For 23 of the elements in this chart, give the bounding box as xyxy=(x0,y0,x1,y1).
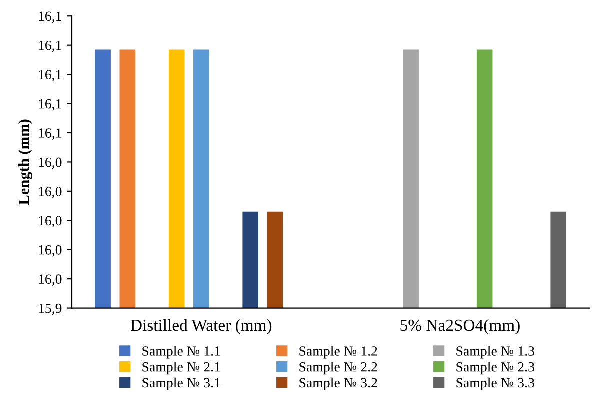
legend-label: Sample № 2.3 xyxy=(456,362,534,375)
y-tick-label: 16,1 xyxy=(39,99,62,111)
legend-label: Sample № 3.3 xyxy=(456,378,534,390)
legend-label: Sample № 2.1 xyxy=(142,362,220,375)
y-tick-label: 16,0 xyxy=(39,245,62,257)
y-tick-label: 16,1 xyxy=(39,128,62,140)
y-tick-label: 16,0 xyxy=(39,216,62,228)
y-tick-label: 16,0 xyxy=(39,187,62,198)
x-tick-label: 5% Na2SO4(mm) xyxy=(400,319,520,335)
y-tick-label: 16,0 xyxy=(39,158,62,170)
y-tick-label: 16,1 xyxy=(39,40,62,52)
legend-label: Sample № 2.2 xyxy=(300,362,378,375)
y-tick-label: 16,1 xyxy=(39,70,62,82)
legend-label: Sample № 1.1 xyxy=(142,346,220,359)
y-tick-label: 15,9 xyxy=(39,304,62,316)
legend-label: Sample № 1.3 xyxy=(456,346,534,359)
y-tick-label: 16,0 xyxy=(39,274,62,286)
y-axis-title: Length (mm) xyxy=(18,120,32,206)
legend-label: Sample № 3.1 xyxy=(142,378,220,390)
legend-label: Sample № 1.2 xyxy=(300,346,378,359)
x-tick-label: Distilled Water (mm) xyxy=(130,319,272,335)
legend-label: Sample № 3.2 xyxy=(300,378,378,390)
y-tick-label: 16,1 xyxy=(39,12,62,24)
